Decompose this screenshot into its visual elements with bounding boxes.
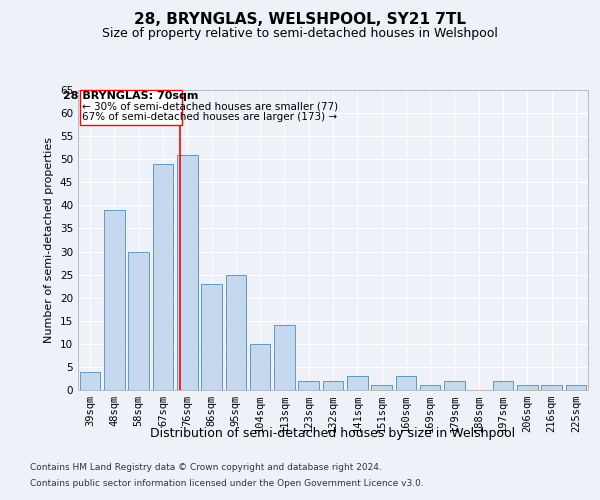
Text: ← 30% of semi-detached houses are smaller (77): ← 30% of semi-detached houses are smalle… — [82, 101, 338, 111]
Bar — [566, 386, 586, 390]
Text: Distribution of semi-detached houses by size in Welshpool: Distribution of semi-detached houses by … — [151, 428, 515, 440]
Bar — [80, 372, 100, 390]
Text: 28 BRYNGLAS: 70sqm: 28 BRYNGLAS: 70sqm — [63, 92, 199, 102]
Bar — [395, 376, 416, 390]
Bar — [226, 274, 246, 390]
Bar — [177, 154, 197, 390]
Bar — [104, 210, 125, 390]
Bar — [250, 344, 271, 390]
Text: 67% of semi-detached houses are larger (173) →: 67% of semi-detached houses are larger (… — [82, 112, 337, 122]
Bar — [274, 326, 295, 390]
Bar — [541, 386, 562, 390]
Text: 28, BRYNGLAS, WELSHPOOL, SY21 7TL: 28, BRYNGLAS, WELSHPOOL, SY21 7TL — [134, 12, 466, 28]
Bar — [298, 381, 319, 390]
Text: Contains public sector information licensed under the Open Government Licence v3: Contains public sector information licen… — [30, 478, 424, 488]
Bar — [420, 386, 440, 390]
Bar — [323, 381, 343, 390]
Y-axis label: Number of semi-detached properties: Number of semi-detached properties — [44, 137, 55, 343]
Bar — [444, 381, 465, 390]
Bar — [152, 164, 173, 390]
FancyBboxPatch shape — [80, 90, 182, 124]
Bar — [517, 386, 538, 390]
Bar — [128, 252, 149, 390]
Bar — [201, 284, 222, 390]
Bar — [493, 381, 514, 390]
Text: Size of property relative to semi-detached houses in Welshpool: Size of property relative to semi-detach… — [102, 28, 498, 40]
Text: Contains HM Land Registry data © Crown copyright and database right 2024.: Contains HM Land Registry data © Crown c… — [30, 464, 382, 472]
Bar — [371, 386, 392, 390]
Bar — [347, 376, 368, 390]
